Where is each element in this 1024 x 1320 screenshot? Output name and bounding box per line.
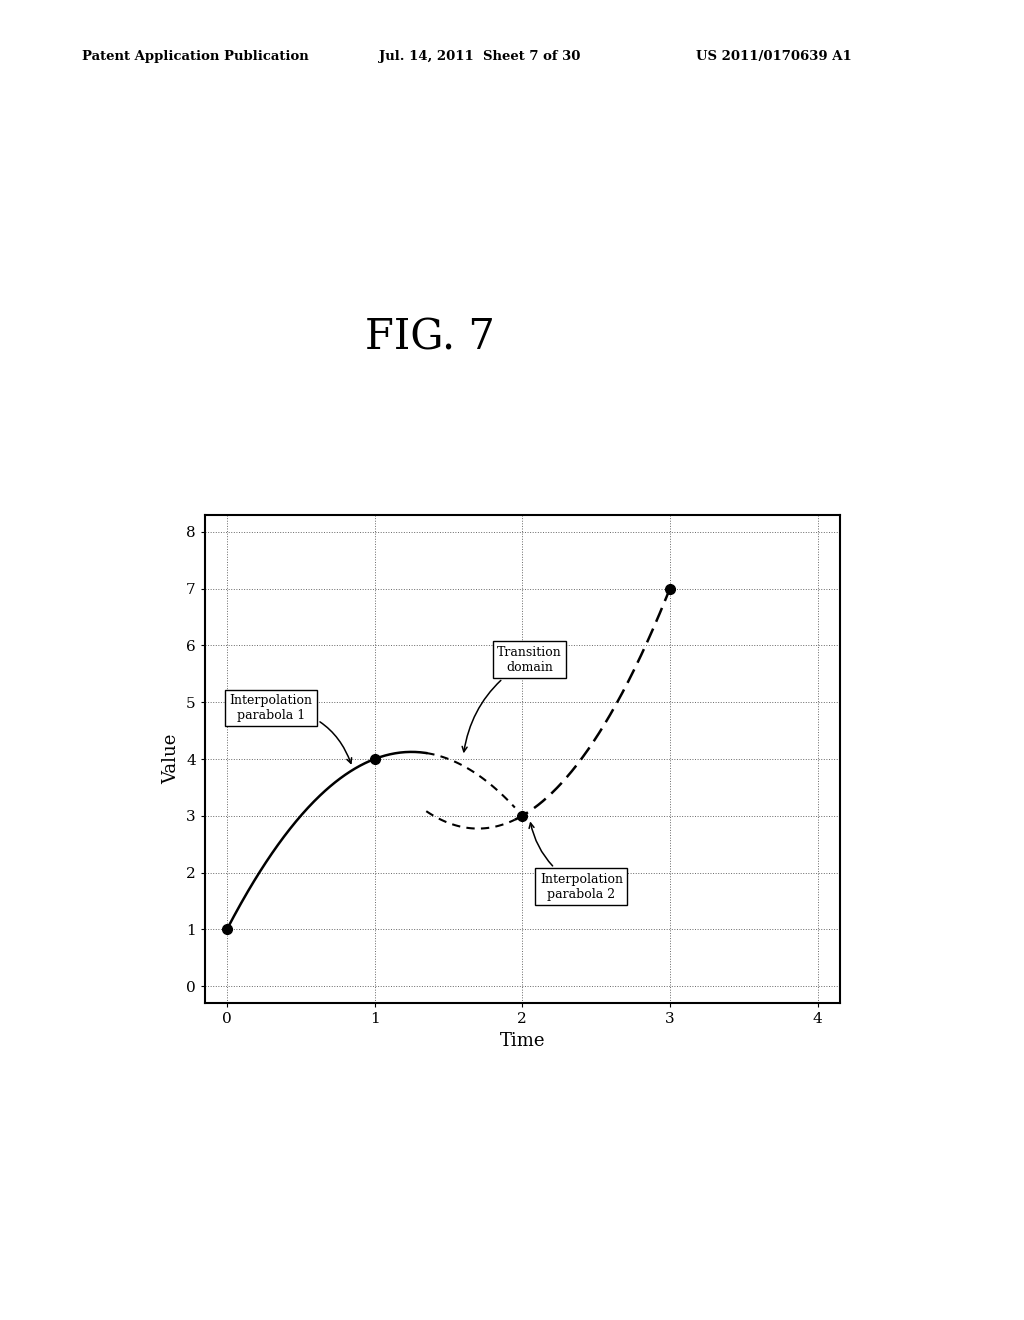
Text: Transition
domain: Transition domain bbox=[462, 645, 562, 751]
Text: Jul. 14, 2011  Sheet 7 of 30: Jul. 14, 2011 Sheet 7 of 30 bbox=[379, 50, 581, 63]
Y-axis label: Value: Value bbox=[163, 734, 180, 784]
Text: Interpolation
parabola 2: Interpolation parabola 2 bbox=[529, 824, 623, 900]
X-axis label: Time: Time bbox=[500, 1032, 545, 1049]
Text: FIG. 7: FIG. 7 bbox=[366, 317, 495, 359]
Text: Interpolation
parabola 1: Interpolation parabola 1 bbox=[229, 694, 351, 763]
Text: US 2011/0170639 A1: US 2011/0170639 A1 bbox=[696, 50, 852, 63]
Text: Patent Application Publication: Patent Application Publication bbox=[82, 50, 308, 63]
